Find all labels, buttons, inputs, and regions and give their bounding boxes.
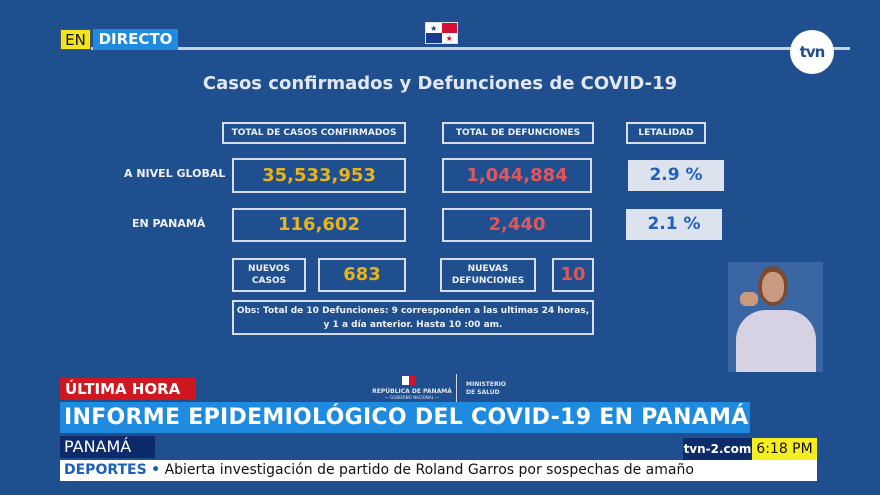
breaking-news-tag: ÚLTIMA HORA	[60, 378, 196, 400]
top-divider	[60, 47, 850, 50]
observation-note: Obs: Total de 10 Defunciones: 9 correspo…	[232, 300, 594, 335]
panama-cases-value: 116,602	[232, 208, 406, 242]
location-tag: PANAMÁ	[60, 436, 155, 458]
panama-flag-icon: ★ ★	[425, 22, 458, 44]
live-directo-badge: DIRECTO	[93, 29, 178, 50]
row-label-panama: EN PANAMÁ	[132, 217, 206, 230]
global-deaths-value: 1,044,884	[442, 158, 592, 193]
live-en-badge: EN	[60, 29, 91, 50]
header-lethality: LETALIDAD	[626, 122, 706, 144]
clock: 6:18 PM	[752, 438, 817, 460]
ticker-category: DEPORTES	[64, 462, 147, 478]
panama-deaths-value: 2,440	[442, 208, 592, 242]
row-label-global: A NIVEL GLOBAL	[124, 167, 226, 180]
new-cases-label: NUEVOS CASOS	[232, 258, 306, 292]
tvn-logo: tvn	[790, 30, 834, 74]
ministerio-salud-logo: REPÚBLICA DE PANAMÁ — GOBIERNO NACIONAL …	[370, 372, 510, 402]
sign-language-interpreter	[728, 262, 823, 372]
gobierno-text: — GOBIERNO NACIONAL —	[384, 395, 440, 400]
new-deaths-value: 10	[552, 258, 594, 292]
global-lethality-value: 2.9 %	[628, 160, 724, 191]
republica-text: REPÚBLICA DE PANAMÁ	[372, 388, 452, 395]
news-ticker: DEPORTES • Abierta investigación de part…	[60, 460, 817, 481]
new-deaths-label: NUEVAS DEFUNCIONES	[440, 258, 536, 292]
header-total-cases: TOTAL DE CASOS CONFIRMADOS	[222, 122, 406, 144]
new-cases-value: 683	[318, 258, 406, 292]
ticker-text: Abierta investigación de partido de Rola…	[164, 462, 694, 478]
header-total-deaths: TOTAL DE DEFUNCIONES	[442, 122, 594, 144]
ministerio-text: MINISTERIO DE SALUD	[466, 381, 506, 396]
panama-lethality-value: 2.1 %	[626, 209, 722, 240]
bullet-icon: •	[151, 462, 161, 478]
slide-title: Casos confirmados y Defunciones de COVID…	[202, 73, 678, 94]
global-cases-value: 35,533,953	[232, 158, 406, 193]
headline: INFORME EPIDEMIOLÓGICO DEL COVID-19 EN P…	[60, 402, 750, 433]
website-tag: tvn-2.com	[683, 438, 752, 460]
